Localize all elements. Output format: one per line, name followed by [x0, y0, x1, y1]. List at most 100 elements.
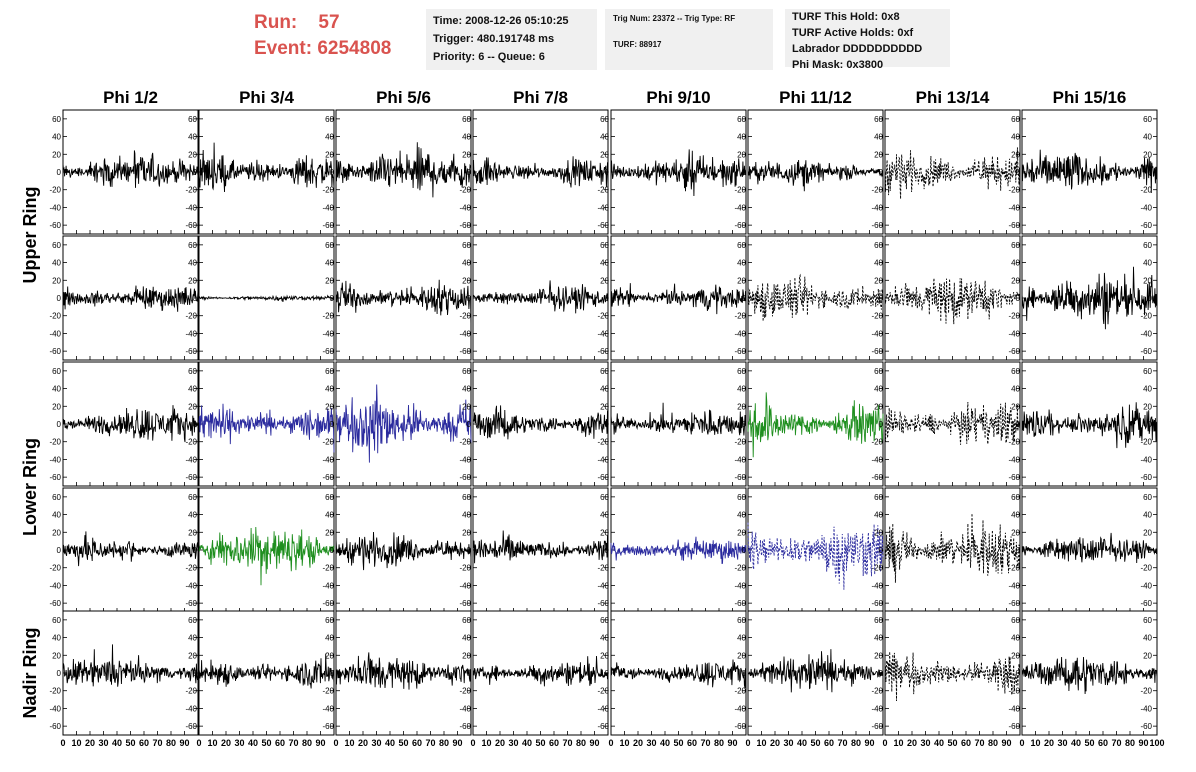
y-tick-label: 0	[879, 546, 884, 555]
x-tick-label: 70	[562, 738, 572, 748]
waveform-trace	[335, 142, 472, 198]
y-tick-label: -40	[1140, 455, 1152, 464]
y-tick-label: 0	[330, 168, 335, 177]
y-tick-label: -20	[322, 438, 334, 447]
y-tick-label: 60	[737, 241, 746, 250]
y-tick-label: -20	[597, 438, 609, 447]
waveform-panel: -60 -40 -20 0 20 40 60	[185, 487, 335, 613]
waveform-trace	[747, 392, 884, 458]
x-tick-label: 50	[673, 738, 683, 748]
y-tick-label: 60	[1143, 493, 1152, 502]
y-tick-label: -20	[459, 564, 471, 573]
y-tick-label: 20	[188, 528, 197, 537]
y-tick-label: 40	[325, 259, 334, 268]
y-tick-label: 20	[52, 276, 61, 285]
y-tick-label: 60	[1143, 367, 1152, 376]
x-tick-label: 50	[1084, 738, 1094, 748]
x-tick-label: 40	[522, 738, 532, 748]
y-tick-label: -60	[185, 347, 197, 356]
y-tick-label: -20	[1008, 312, 1020, 321]
y-tick-label: 40	[462, 511, 471, 520]
y-tick-label: -20	[1140, 438, 1152, 447]
y-tick-label: 0	[193, 546, 198, 555]
turf-info-box: TURF This Hold: 0x8 TURF Active Holds: 0…	[785, 9, 950, 71]
waveform-trace	[472, 280, 609, 314]
x-tick-label: 90	[589, 738, 599, 748]
x-tick-label: 10	[207, 738, 217, 748]
x-tick-label: 100	[1149, 738, 1164, 748]
x-tick-label: 30	[98, 738, 108, 748]
y-tick-label: -60	[734, 599, 746, 608]
y-tick-label: 0	[879, 669, 884, 678]
y-tick-label: 60	[188, 115, 197, 124]
y-tick-label: 60	[874, 616, 883, 625]
waveform-panel: -60 -40 -20 0 20 40 60	[871, 361, 1021, 487]
y-tick-label: 40	[188, 511, 197, 520]
x-tick-label: 40	[385, 738, 395, 748]
y-tick-label: 40	[325, 511, 334, 520]
y-tick-label: -40	[1140, 329, 1152, 338]
y-tick-label: -20	[185, 687, 197, 696]
x-tick-label: 80	[1125, 738, 1135, 748]
x-tick-label: 40	[112, 738, 122, 748]
waveform-panel: -60 -40 -20 0 20 40 60	[871, 487, 1021, 613]
y-tick-label: 20	[52, 528, 61, 537]
y-tick-label: -60	[1140, 722, 1152, 731]
y-tick-label: 40	[600, 634, 609, 643]
y-tick-label: -20	[1008, 687, 1020, 696]
y-tick-label: -40	[1008, 203, 1020, 212]
y-tick-label: 60	[52, 115, 61, 124]
y-tick-label: -40	[49, 203, 61, 212]
y-tick-label: -20	[185, 186, 197, 195]
y-tick-label: 0	[467, 420, 472, 429]
waveform-panel: -60 -40 -20 0 20 40 60	[734, 235, 884, 361]
phi-mask-text: Phi Mask: 0x3800	[792, 59, 884, 71]
waveform-trace	[198, 653, 335, 689]
waveform-panel: -60 -40 -20 0 20 40 60	[185, 109, 335, 235]
panel-frame	[884, 610, 1021, 736]
y-tick-label: 20	[188, 651, 197, 660]
y-tick-label: 40	[462, 133, 471, 142]
x-tick-label: 10	[344, 738, 354, 748]
waveform-panel: -60 -40 -20 0 20 40 60	[49, 235, 199, 361]
y-tick-label: -40	[49, 329, 61, 338]
x-tick-label: 10	[481, 738, 491, 748]
x-tick-label: 40	[660, 738, 670, 748]
y-tick-label: -40	[597, 704, 609, 713]
x-tick-label: 0	[608, 738, 613, 748]
waveform-trace	[747, 159, 884, 192]
y-tick-label: 60	[737, 616, 746, 625]
waveform-trace	[884, 651, 1021, 702]
x-tick-label: 20	[770, 738, 780, 748]
y-tick-label: -20	[49, 312, 61, 321]
y-tick-label: 40	[600, 259, 609, 268]
y-tick-label: -20	[49, 564, 61, 573]
x-tick-label: 90	[452, 738, 462, 748]
waveform-panel: -60 -40 -20 0 20 40 60	[597, 109, 747, 235]
turf-num-text: TURF: 88917	[613, 40, 662, 49]
y-tick-label: -60	[1008, 599, 1020, 608]
y-tick-label: 20	[462, 402, 471, 411]
y-tick-label: -40	[459, 329, 471, 338]
waveform-panel: -60 -40 -20 0 20 40 60	[185, 235, 335, 361]
x-tick-label: 60	[1098, 738, 1108, 748]
x-tick-label: 0	[60, 738, 65, 748]
x-tick-label: 80	[302, 738, 312, 748]
y-tick-label: -40	[734, 455, 746, 464]
waveform-panel: -60 -40 -20 0 20 40 60	[459, 235, 609, 361]
y-tick-label: 60	[874, 115, 883, 124]
y-tick-label: 20	[462, 651, 471, 660]
y-tick-label: -40	[597, 581, 609, 590]
y-tick-label: -20	[322, 186, 334, 195]
y-tick-label: -20	[1140, 186, 1152, 195]
y-tick-label: -60	[322, 347, 334, 356]
y-tick-label: -20	[1008, 186, 1020, 195]
y-tick-label: 20	[1011, 651, 1020, 660]
waveform-panel: -60 -40 -20 0 20 40 60	[597, 235, 747, 361]
y-tick-label: -40	[871, 203, 883, 212]
y-tick-label: -60	[459, 347, 471, 356]
y-tick-label: 60	[325, 115, 334, 124]
